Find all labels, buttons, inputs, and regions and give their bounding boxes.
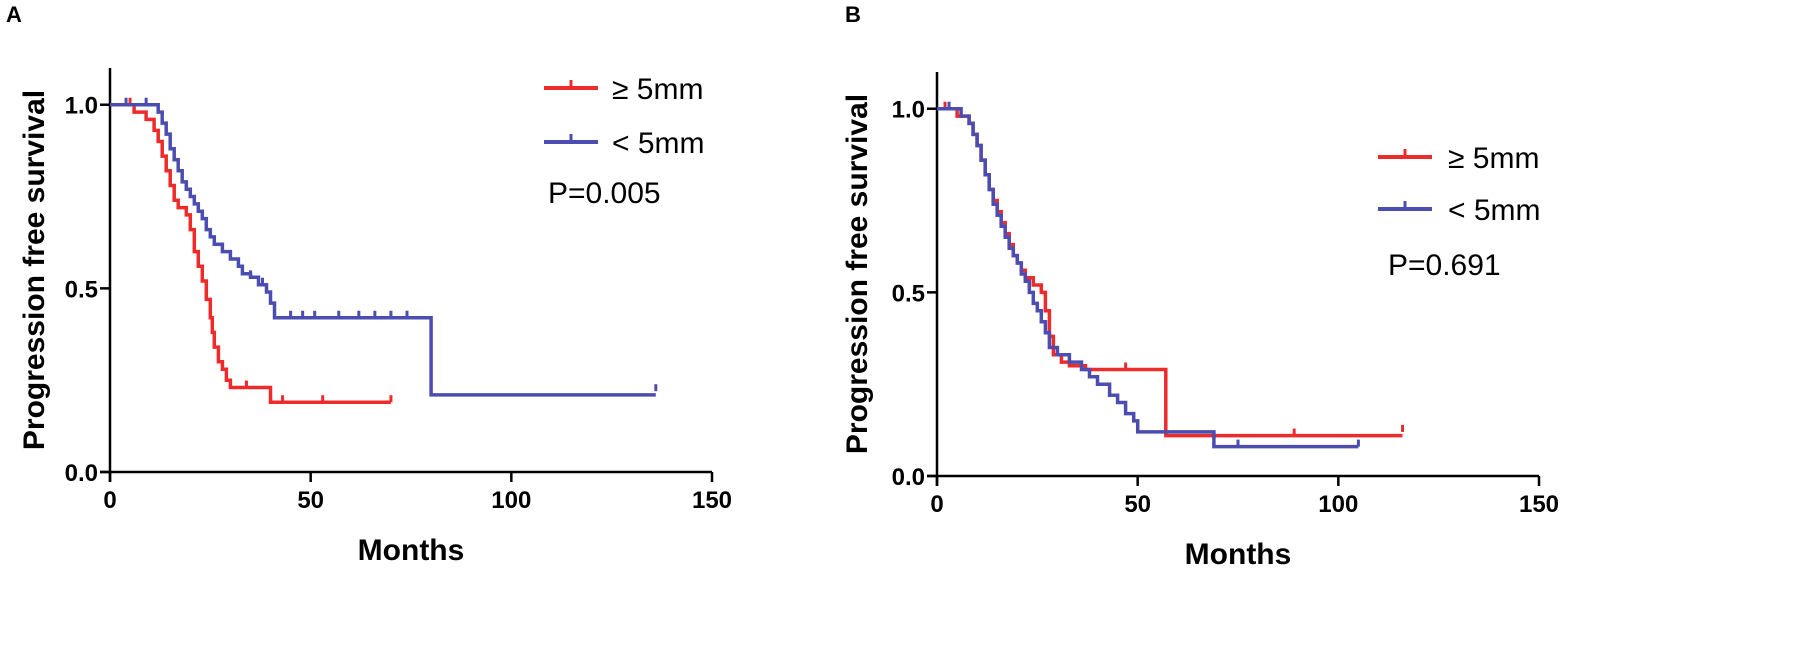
panel-a-x-tick-label-2: 100 bbox=[491, 487, 531, 514]
panel-b: B Progression free survival Months 0 50 10… bbox=[841, 2, 1559, 571]
panel-a-p-value: P=0.005 bbox=[548, 177, 661, 210]
panel-a-series-ge-5mm-curve bbox=[110, 102, 391, 404]
panel-a-y-tick-label-0: 0.0 bbox=[65, 460, 98, 487]
panel-a-label: A bbox=[6, 2, 22, 27]
panel-b-x-tick-label-2: 100 bbox=[1318, 491, 1358, 518]
panel-a-y-tick-label-1: 0.5 bbox=[65, 276, 98, 303]
panel-a: A Progression free survival Months 0 50 10… bbox=[6, 2, 732, 567]
panel-a-legend-label-lt5: < 5mm bbox=[612, 127, 705, 160]
panel-b-y-tick-label-2: 1.0 bbox=[892, 97, 925, 124]
panel-b-p-value: P=0.691 bbox=[1388, 249, 1501, 282]
panel-b-y-tick-label-1: 0.5 bbox=[892, 280, 925, 307]
panel-a-legend: ≥ 5mm < 5mm P=0.005 bbox=[544, 73, 705, 210]
panel-a-y-tick-label-2: 1.0 bbox=[65, 93, 98, 120]
panel-b-x-tick-label-3: 150 bbox=[1519, 491, 1559, 518]
panel-a-x-tick-label-0: 0 bbox=[103, 487, 116, 514]
panel-b-x-axis-title: Months bbox=[1185, 538, 1292, 571]
panel-b-legend-label-ge5: ≥ 5mm bbox=[1448, 142, 1539, 175]
panel-a-series-lt-5mm-curve bbox=[110, 102, 656, 397]
panel-a-x-axis-title: Months bbox=[358, 534, 465, 567]
panel-a-legend-label-ge5: ≥ 5mm bbox=[612, 73, 703, 106]
panel-b-x-tick-label-0: 0 bbox=[930, 491, 943, 518]
panel-b-label: B bbox=[845, 2, 861, 27]
panel-a-x-tick-label-1: 50 bbox=[297, 487, 324, 514]
panel-b-legend-label-lt5: < 5mm bbox=[1448, 194, 1541, 227]
panel-b-curves bbox=[937, 101, 1405, 449]
panel-b-axes: 0 50 100 150 0.0 0.5 1.0 bbox=[892, 72, 1559, 518]
panel-a-y-axis-title: Progression free survival bbox=[18, 90, 51, 450]
panel-b-series-ge-5mm-curve bbox=[937, 106, 1403, 438]
panel-b-x-tick-label-1: 50 bbox=[1124, 491, 1151, 518]
panel-a-axes: 0 50 100 150 0.0 0.5 1.0 bbox=[65, 68, 732, 514]
panel-b-y-tick-label-0: 0.0 bbox=[892, 464, 925, 491]
panel-a-x-tick-label-3: 150 bbox=[692, 487, 732, 514]
panel-b-y-axis-title: Progression free survival bbox=[841, 94, 874, 454]
panel-a-curves bbox=[110, 97, 658, 404]
panel-b-series-lt-5mm-curve bbox=[937, 106, 1359, 449]
panel-b-legend: ≥ 5mm < 5mm P=0.691 bbox=[1378, 142, 1541, 282]
